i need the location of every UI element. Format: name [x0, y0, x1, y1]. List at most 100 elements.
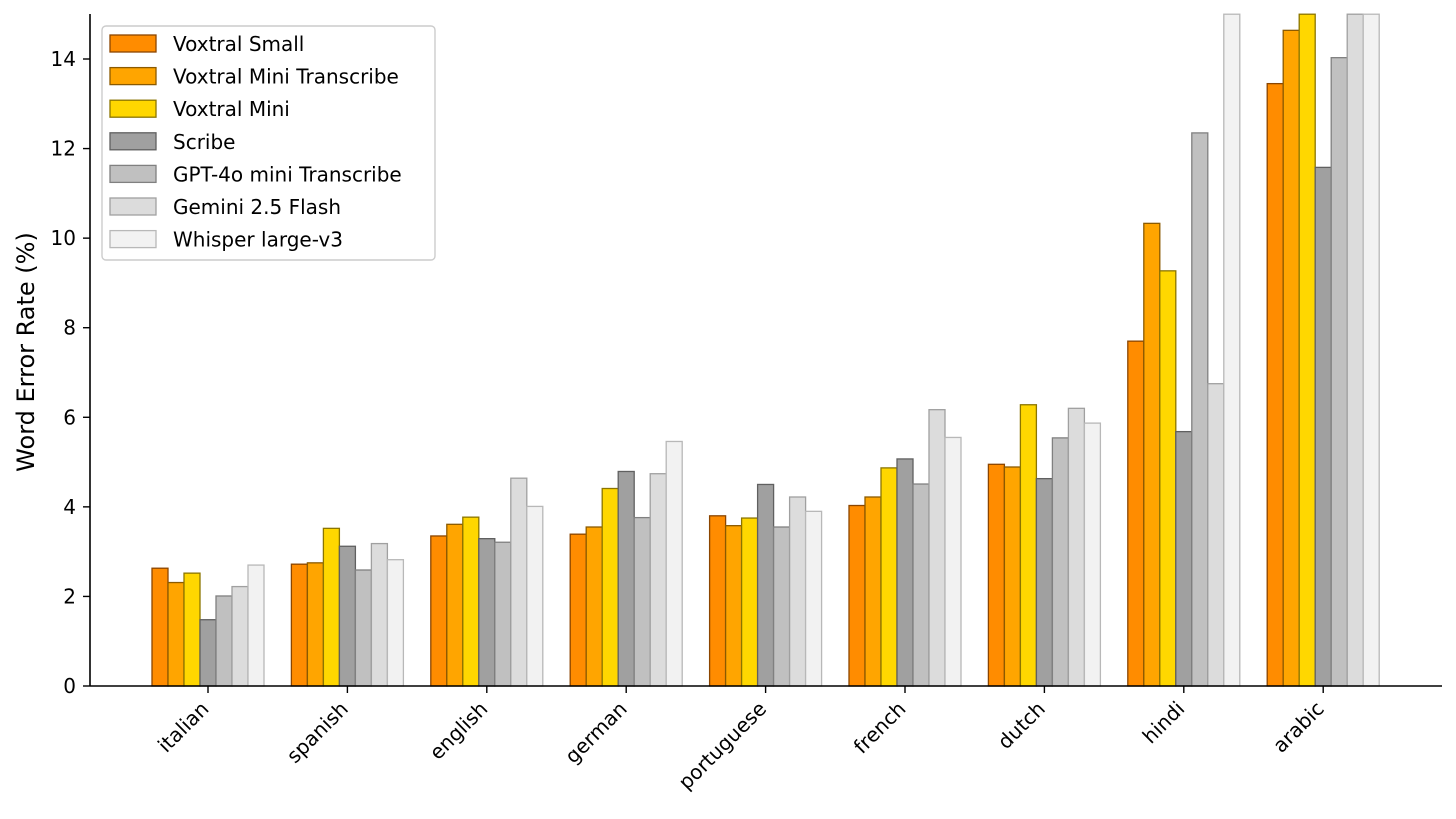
y-tick-label: 6	[63, 405, 76, 429]
bar	[247, 564, 265, 687]
bar	[1051, 437, 1070, 687]
bar	[1282, 29, 1300, 687]
bar	[848, 504, 866, 687]
legend-swatch	[109, 197, 157, 216]
bar	[804, 510, 823, 687]
bar	[1362, 13, 1380, 687]
bar	[1191, 132, 1209, 687]
bar	[724, 525, 743, 687]
bar	[370, 542, 389, 687]
x-tick-label: french	[849, 697, 911, 759]
bar	[633, 516, 651, 687]
y-tick-label: 4	[63, 495, 76, 519]
bar	[665, 440, 683, 687]
bar	[1314, 166, 1332, 687]
legend-label: Gemini 2.5 Flash	[173, 195, 341, 219]
bar	[1159, 270, 1177, 687]
y-ticks-group: 0 2 4 6 8 10 12 14	[51, 47, 90, 698]
bar	[446, 523, 464, 687]
bar	[151, 567, 169, 687]
bar	[290, 563, 309, 687]
bar	[1083, 422, 1102, 687]
y-tick-label: 10	[51, 226, 76, 250]
legend-swatch	[109, 164, 157, 184]
legend-label: Voxtral Small	[173, 32, 304, 56]
bar	[1223, 13, 1241, 687]
legend-swatch	[109, 229, 157, 249]
bar	[896, 458, 914, 687]
legend-label: Voxtral Mini	[173, 97, 290, 121]
bar	[788, 496, 807, 687]
legend-frame	[101, 25, 436, 261]
bar	[386, 559, 405, 687]
bar	[338, 545, 357, 687]
bar	[1266, 82, 1284, 687]
bar	[708, 515, 727, 687]
bar	[1207, 383, 1225, 687]
bar	[1127, 340, 1145, 687]
bar	[183, 572, 201, 687]
bar	[354, 569, 373, 687]
y-axis-label: Word Error Rate (%)	[12, 232, 40, 472]
y-tick-label: 2	[63, 584, 76, 608]
y-tick-label: 12	[51, 137, 76, 161]
bar	[772, 526, 791, 687]
bar	[215, 595, 233, 687]
legend-swatch	[109, 34, 157, 53]
bar	[199, 619, 217, 687]
bar	[167, 581, 185, 687]
bar	[430, 535, 448, 687]
bar	[756, 483, 775, 687]
bar	[987, 463, 1006, 687]
bar	[569, 533, 587, 687]
bar	[740, 517, 759, 687]
bar	[510, 477, 528, 687]
x-tick-label: arabic	[1268, 697, 1329, 758]
bar	[880, 467, 898, 687]
y-tick-label: 14	[51, 47, 76, 71]
bar	[1346, 13, 1364, 687]
bar	[322, 527, 341, 687]
bar	[617, 470, 635, 687]
x-tick-label: spanish	[282, 697, 353, 768]
bar	[601, 487, 619, 687]
bar	[231, 585, 249, 687]
legend-swatch	[109, 99, 157, 118]
bar	[462, 516, 480, 687]
legend: Voxtral Small Voxtral Mini Transcribe Voxt…	[101, 25, 436, 261]
bar	[1298, 13, 1316, 687]
bar	[864, 496, 882, 687]
bar	[306, 562, 325, 687]
x-tick-label: hindi	[1138, 697, 1190, 749]
legend-swatch	[109, 66, 157, 86]
bar	[1330, 57, 1348, 687]
legend-label: GPT-4o mini Transcribe	[173, 162, 402, 186]
x-ticks-group: italian spanish english german portuguese fre…	[153, 686, 1329, 794]
bar	[478, 538, 496, 687]
x-tick-label: portuguese	[673, 697, 771, 795]
bar	[494, 541, 512, 687]
y-tick-label: 8	[63, 316, 76, 340]
bar	[1175, 430, 1193, 687]
x-tick-label: german	[560, 697, 632, 769]
bar	[944, 436, 962, 687]
y-tick-label: 0	[63, 674, 76, 698]
legend-label: Scribe	[173, 130, 235, 154]
bar	[1143, 222, 1161, 687]
bar	[1003, 466, 1022, 687]
bar	[585, 526, 603, 687]
bar	[1019, 404, 1038, 687]
bar	[649, 473, 667, 687]
bar	[1067, 407, 1086, 687]
bar	[1035, 477, 1054, 687]
bar	[928, 409, 946, 687]
x-tick-label: dutch	[993, 697, 1050, 754]
x-tick-label: english	[425, 697, 493, 765]
bar	[526, 505, 544, 687]
legend-swatch	[109, 132, 157, 151]
legend-label: Whisper large-v3	[173, 228, 343, 252]
x-tick-label: italian	[153, 697, 214, 758]
bar	[912, 483, 930, 687]
legend-label: Voxtral Mini Transcribe	[173, 65, 399, 89]
